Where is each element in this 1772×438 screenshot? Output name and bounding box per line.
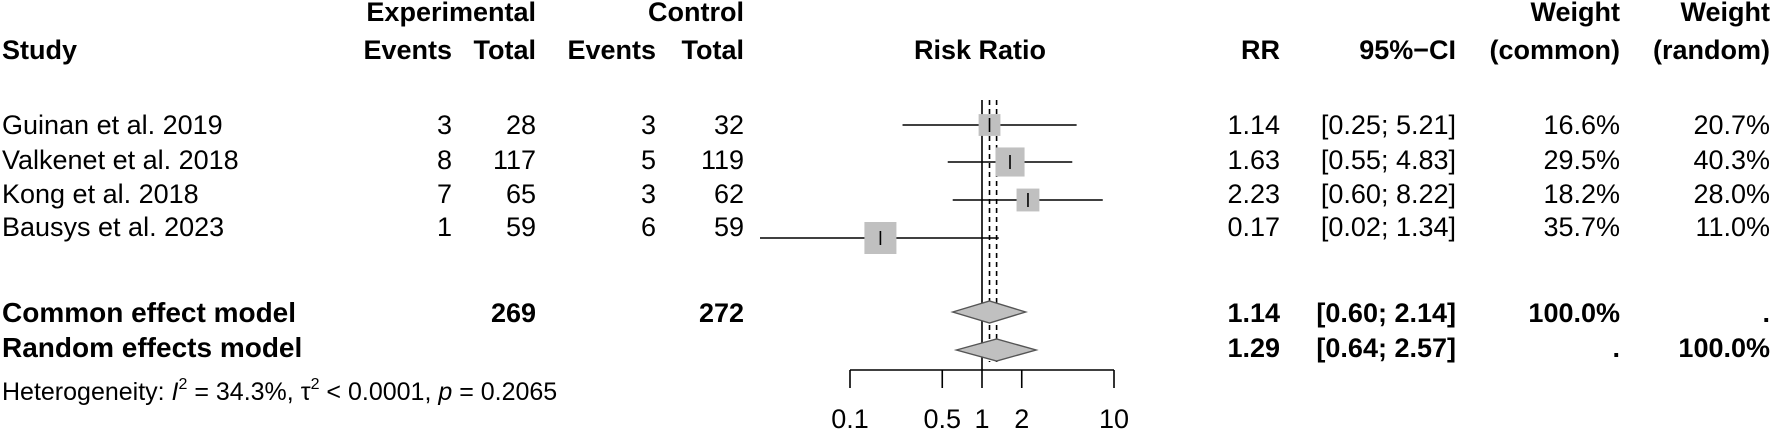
x-axis-tick-label: 10 — [1099, 404, 1129, 434]
rr-value: 1.63 — [1227, 145, 1280, 175]
common-exp-total: 269 — [490, 298, 536, 328]
weight-random: 40.3% — [1693, 145, 1770, 175]
random-rr: 1.29 — [1227, 333, 1280, 363]
p-symbol: p — [438, 378, 453, 406]
i2-value: = 34.3%, — [187, 378, 301, 406]
header-weight-2: Weight — [1680, 0, 1771, 27]
p-value: = 0.2065 — [452, 378, 558, 406]
exp-total: 28 — [505, 110, 536, 140]
exp-total: 65 — [505, 179, 536, 209]
common-ctrl-total: 272 — [698, 298, 744, 328]
ctrl-total: 59 — [713, 212, 744, 242]
exp-events: 1 — [436, 212, 452, 242]
random-weight-random: 100.0% — [1678, 333, 1770, 363]
ctrl-total: 32 — [713, 110, 744, 140]
weight-common: 18.2% — [1543, 179, 1620, 209]
header-study: Study — [2, 35, 78, 65]
weight-random: 28.0% — [1693, 179, 1770, 209]
header-control: Control — [648, 0, 744, 27]
weight-common: 16.6% — [1543, 110, 1620, 140]
study-name: Bausys et al. 2023 — [2, 212, 225, 242]
ctrl-events: 5 — [640, 145, 656, 175]
ctrl-events: 3 — [640, 110, 656, 140]
ci-value: [0.25; 5.21] — [1320, 110, 1456, 140]
ci-value: [0.60; 8.22] — [1320, 179, 1456, 209]
tau-exp: 2 — [310, 376, 320, 393]
exp-events: 3 — [436, 110, 452, 140]
header-rr: RR — [1241, 35, 1280, 65]
rr-value: 0.17 — [1227, 212, 1280, 242]
study-name: Guinan et al. 2019 — [2, 110, 223, 140]
header-exp-total: Total — [473, 35, 537, 65]
common-weight-common: 100.0% — [1528, 298, 1620, 328]
ci-value: [0.55; 4.83] — [1320, 145, 1456, 175]
header-ctrl-events: Events — [567, 35, 656, 65]
header-weight-random: (random) — [1653, 35, 1770, 65]
x-axis-tick-label: 1 — [974, 404, 989, 434]
ctrl-total: 62 — [713, 179, 744, 209]
header-weight-common: (common) — [1489, 35, 1621, 65]
header-ci: 95%−CI — [1359, 35, 1456, 65]
ctrl-events: 6 — [640, 212, 656, 242]
common-ci: [0.60; 2.14] — [1316, 298, 1456, 328]
header-weight-1: Weight — [1530, 0, 1621, 27]
rr-value: 2.23 — [1227, 179, 1280, 209]
ci-value: [0.02; 1.34] — [1320, 212, 1456, 242]
tau-symbol: τ — [300, 378, 311, 406]
exp-events: 8 — [436, 145, 452, 175]
common-weight-random: . — [1762, 298, 1770, 328]
tau-value: < 0.0001, — [319, 378, 439, 406]
exp-total: 59 — [505, 212, 536, 242]
random-label: Random effects model — [2, 332, 303, 363]
het-prefix: Heterogeneity: — [2, 378, 172, 406]
weight-random: 20.7% — [1693, 110, 1770, 140]
i2-exp: 2 — [178, 376, 188, 393]
common-rr: 1.14 — [1227, 298, 1280, 328]
ctrl-events: 3 — [640, 179, 656, 209]
heterogeneity-text: Heterogeneity: I2 = 34.3%, τ2 < 0.0001, … — [2, 376, 557, 408]
header-exp-events: Events — [363, 35, 452, 65]
exp-total: 117 — [492, 145, 536, 175]
random-effects-diamond — [953, 338, 1039, 362]
header-risk-ratio: Risk Ratio — [913, 35, 1047, 65]
header-experimental: Experimental — [366, 0, 536, 27]
x-axis-tick-label: 0.5 — [923, 404, 961, 434]
weight-common: 35.7% — [1543, 212, 1620, 242]
exp-events: 7 — [436, 179, 452, 209]
random-weight-common: . — [1612, 333, 1620, 363]
common-effect-diamond — [950, 300, 1029, 324]
rr-value: 1.14 — [1227, 110, 1280, 140]
weight-random: 11.0% — [1695, 212, 1770, 242]
common-label: Common effect model — [2, 297, 297, 328]
study-name: Valkenet et al. 2018 — [2, 145, 239, 175]
x-axis-tick-label: 0.1 — [831, 404, 869, 434]
weight-common: 29.5% — [1543, 145, 1620, 175]
study-name: Kong et al. 2018 — [2, 179, 199, 209]
i2-symbol: I — [171, 378, 179, 406]
random-ci: [0.64; 2.57] — [1316, 333, 1456, 363]
header-ctrl-total: Total — [681, 35, 745, 65]
x-axis-tick-label: 2 — [1014, 404, 1029, 434]
ctrl-total: 119 — [700, 145, 744, 175]
